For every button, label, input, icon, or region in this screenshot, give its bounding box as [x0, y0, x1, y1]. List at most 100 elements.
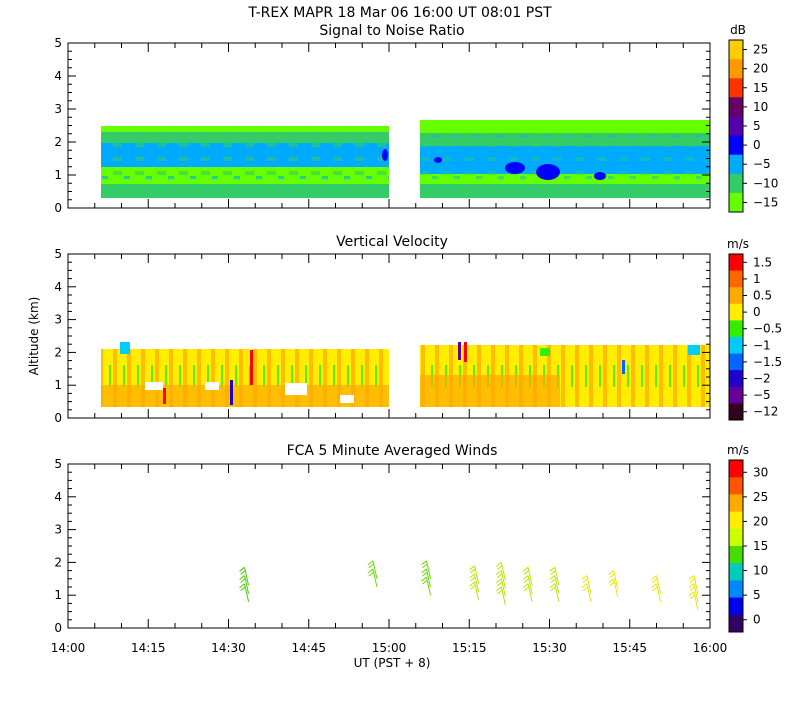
wind-barb	[496, 562, 506, 581]
colorbar-label: 1	[753, 272, 761, 286]
snr-layer-cap-right	[420, 120, 710, 133]
vv-bottom-right	[420, 375, 560, 407]
y-tick-label: 0	[54, 411, 62, 425]
vv-gap	[205, 382, 219, 390]
colorbar-label: −1.5	[753, 355, 782, 369]
colorbar-swatch	[729, 546, 743, 564]
wind-barb	[367, 568, 378, 588]
snr-blob	[505, 162, 525, 174]
x-tick-label: 14:30	[211, 641, 246, 655]
y-tick-label: 3	[54, 102, 62, 116]
wind-barb	[581, 575, 592, 594]
y-axis-label: Altitude (km)	[27, 297, 41, 376]
x-tick-label: 14:45	[291, 641, 326, 655]
x-tick-label: 15:00	[372, 641, 407, 655]
y-tick-label: 3	[54, 523, 62, 537]
wind-barb	[549, 583, 560, 602]
vv-downdraft	[230, 380, 233, 405]
colorbar-label: 30	[753, 465, 768, 479]
wind-barb	[522, 575, 533, 594]
colorbar-unit: m/s	[727, 237, 749, 251]
wind-barb	[522, 583, 533, 602]
snr-blob	[536, 164, 560, 180]
colorbar-swatch	[729, 173, 743, 194]
colorbar-swatch	[729, 403, 743, 421]
y-tick-label: 3	[54, 313, 62, 327]
y-tick-label: 1	[54, 168, 62, 182]
colorbar-swatch	[729, 528, 743, 547]
colorbar-swatch	[729, 40, 743, 60]
colorbar-label: 0	[753, 138, 761, 152]
vv-gap	[285, 383, 307, 395]
panel-snr: Signal to Noise Ratio	[101, 23, 710, 198]
y-tick-label: 4	[54, 490, 62, 504]
wind-barb	[496, 570, 506, 589]
x-tick-label: 15:30	[532, 641, 567, 655]
snr-blob	[594, 172, 606, 180]
wind-barb	[496, 578, 506, 597]
colorbar-swatch	[729, 494, 743, 513]
y-tick-label: 1	[54, 378, 62, 392]
colorbar-swatch	[729, 59, 743, 79]
colorbar-label: 25	[753, 43, 768, 57]
wind-barb	[688, 575, 699, 594]
snr-layer-bottom-right	[420, 183, 710, 198]
colorbar-label: 20	[753, 62, 768, 76]
colorbar-swatch	[729, 563, 743, 581]
colorbar-label: 0	[753, 305, 761, 319]
colorbar-swatch	[729, 614, 743, 633]
colorbar-label: −5	[753, 388, 771, 402]
y-tick-label: 5	[54, 36, 62, 50]
vv-downdraft	[458, 342, 461, 360]
colorbar-label: 0	[753, 613, 761, 627]
vv-updraft	[163, 388, 166, 404]
colorbar-swatch	[729, 287, 743, 305]
wind-barb	[688, 583, 699, 602]
colorbar-swatch	[729, 580, 743, 599]
panel-winds: FCA 5 Minute Averaged Winds	[239, 443, 699, 611]
vv-downdraft	[622, 360, 625, 374]
colorbar-label: −0.5	[753, 322, 782, 336]
colorbar-swatch	[729, 386, 743, 404]
vv-edge	[120, 342, 130, 354]
y-tick-label: 0	[54, 201, 62, 215]
colorbar-label: 20	[753, 514, 768, 528]
colorbar-label: −15	[753, 195, 778, 209]
colorbar-frame	[728, 253, 744, 421]
colorbars-layer: dB 25 20 15 10 5 0 −5 −10 −15 m/s 1.5 1 0.5 0 −0.5 −1 −1.…	[727, 23, 782, 633]
snr-heatmap	[101, 120, 710, 198]
axes-layer: 0 1 2 3 4 5 0 1 2 3 4 5 0 1 2 3 4 5 14:00 14:15 14:30 14:45 15…	[51, 36, 728, 655]
y-tick-label: 4	[54, 280, 62, 294]
x-axis-label: UT (PST + 8)	[354, 656, 431, 670]
colorbar-swatch	[729, 337, 743, 355]
colorbar-swatch	[729, 477, 743, 495]
wind-barb	[469, 573, 480, 592]
wind-barb	[421, 568, 431, 588]
wind-barb	[549, 575, 560, 594]
colorbar-label: −12	[753, 405, 778, 419]
wind-barb	[581, 583, 592, 602]
colorbar-swatch	[729, 270, 743, 288]
colorbar-swatch	[729, 370, 743, 388]
y-tick-label: 2	[54, 555, 62, 569]
wind-barb	[549, 566, 560, 586]
y-tick-label: 1	[54, 588, 62, 602]
wind-barb	[239, 575, 250, 594]
colorbar-swatch	[729, 460, 743, 478]
snr-texture-right	[420, 135, 710, 185]
colorbar-unit: dB	[730, 23, 746, 37]
colorbar-label: 25	[753, 490, 768, 504]
y-tick-label: 4	[54, 69, 62, 83]
x-tick-label: 15:15	[452, 641, 487, 655]
wind-barb	[469, 581, 480, 601]
colorbar-label: −1	[753, 338, 771, 352]
snr-layer-cap	[101, 126, 389, 132]
colorbar-swatch	[729, 135, 743, 156]
colorbar-label: 5	[753, 119, 761, 133]
colorbar-swatch	[729, 78, 743, 98]
panel-vertical-velocity: Vertical Velocity	[101, 234, 710, 407]
y-tick-label: 2	[54, 135, 62, 149]
colorbar-swatch	[729, 192, 743, 213]
wind-barb	[469, 565, 480, 584]
